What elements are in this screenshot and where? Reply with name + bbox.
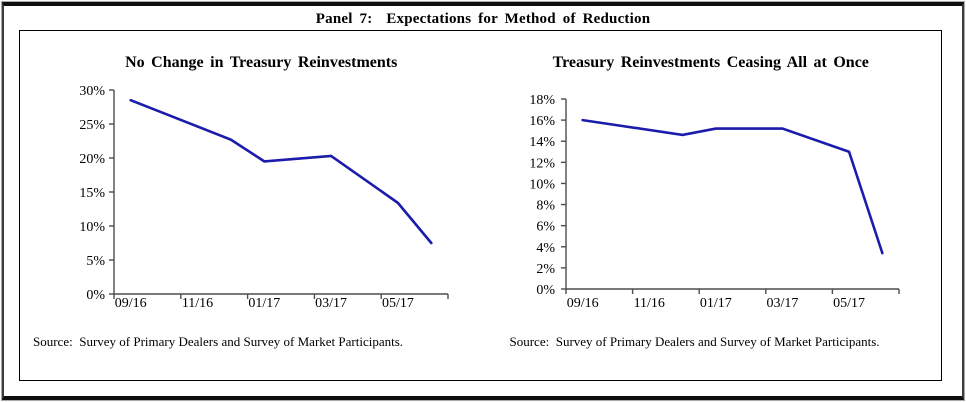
svg-text:4%: 4% xyxy=(536,241,555,256)
chart-figure-ceasing-all-at-once: Treasury Reinvestments Ceasing All at On… xyxy=(481,31,942,380)
svg-text:2%: 2% xyxy=(536,262,555,277)
chart-canvas-no-change: 0% 5% 10% 15% 20% 25% 30% 09/16 11/16 01/17 03/17 0… xyxy=(79,84,449,311)
svg-text:16%: 16% xyxy=(529,114,555,129)
panel-title: Panel 7: Expectations for Method of Redu… xyxy=(315,11,651,27)
chart-figure-no-change: No Change in Treasury Reinvestments 0% 5%… xyxy=(20,31,481,380)
svg-text:30%: 30% xyxy=(79,84,105,99)
svg-text:11/16: 11/16 xyxy=(633,296,664,311)
svg-text:05/17: 05/17 xyxy=(382,296,414,311)
svg-text:18%: 18% xyxy=(529,93,555,108)
svg-text:10%: 10% xyxy=(79,220,105,235)
svg-text:5%: 5% xyxy=(86,254,105,269)
chart-title-ceasing-all-at-once: Treasury Reinvestments Ceasing All at On… xyxy=(552,54,869,71)
svg-text:0%: 0% xyxy=(86,288,105,303)
svg-text:01/17: 01/17 xyxy=(699,296,731,311)
svg-text:6%: 6% xyxy=(536,220,555,235)
charts-container: No Change in Treasury Reinvestments 0% 5%… xyxy=(19,30,942,381)
svg-text:10%: 10% xyxy=(529,177,555,192)
svg-text:09/16: 09/16 xyxy=(115,296,147,311)
chart-title-no-change: No Change in Treasury Reinvestments xyxy=(125,54,398,71)
svg-text:25%: 25% xyxy=(79,118,105,133)
svg-text:05/17: 05/17 xyxy=(833,296,865,311)
svg-text:12%: 12% xyxy=(529,156,555,171)
svg-text:03/17: 03/17 xyxy=(766,296,798,311)
svg-text:03/17: 03/17 xyxy=(315,296,347,311)
source-note: Source: Survey of Primary Dealers and Su… xyxy=(509,334,880,349)
svg-text:15%: 15% xyxy=(79,186,105,201)
svg-text:0%: 0% xyxy=(536,283,555,298)
svg-text:8%: 8% xyxy=(536,199,555,214)
chart-canvas-ceasing-all-at-once: 0% 2% 4% 6% 8% 10% 12% 14% 16% 18% 09/16 11/16 01/17… xyxy=(529,93,900,311)
svg-text:09/16: 09/16 xyxy=(566,296,598,311)
svg-text:14%: 14% xyxy=(529,135,555,150)
svg-text:11/16: 11/16 xyxy=(182,296,213,311)
svg-text:01/17: 01/17 xyxy=(248,296,280,311)
svg-text:20%: 20% xyxy=(79,152,105,167)
source-note: Source: Survey of Primary Dealers and Su… xyxy=(33,334,404,349)
